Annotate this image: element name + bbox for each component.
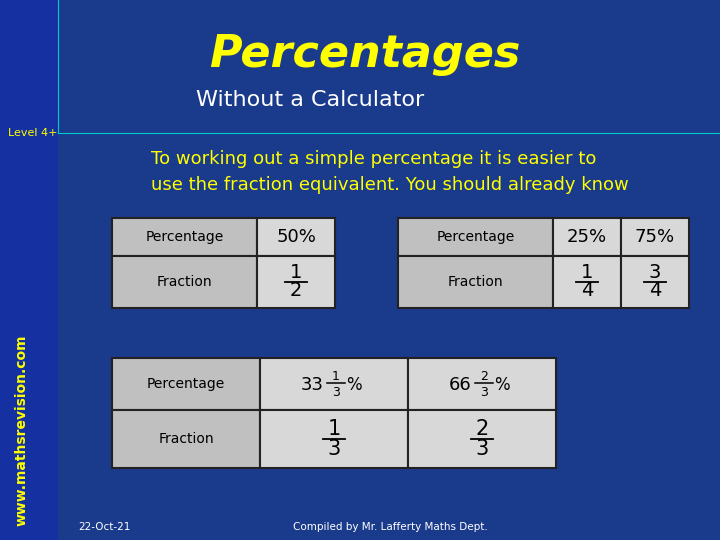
Bar bbox=[553, 218, 621, 256]
Text: 75%: 75% bbox=[635, 228, 675, 246]
Bar bbox=[621, 218, 689, 256]
Text: Compiled by Mr. Lafferty Maths Dept.: Compiled by Mr. Lafferty Maths Dept. bbox=[292, 522, 487, 532]
Text: Fraction: Fraction bbox=[157, 275, 212, 289]
Text: 4: 4 bbox=[649, 281, 661, 300]
Bar bbox=[621, 256, 689, 308]
Bar bbox=[408, 410, 556, 468]
Text: Percentage: Percentage bbox=[145, 230, 224, 244]
Text: Percentage: Percentage bbox=[147, 377, 225, 391]
Text: 1: 1 bbox=[290, 264, 302, 282]
Text: Without a Calculator: Without a Calculator bbox=[196, 90, 424, 110]
Text: 1: 1 bbox=[332, 369, 340, 382]
Bar bbox=[553, 256, 621, 308]
Text: To working out a simple percentage it is easier to
use the fraction equivalent. : To working out a simple percentage it is… bbox=[151, 151, 629, 193]
Bar bbox=[260, 410, 408, 468]
Text: 66: 66 bbox=[449, 376, 472, 394]
Bar bbox=[257, 256, 335, 308]
Text: 33: 33 bbox=[300, 376, 323, 394]
Text: 3: 3 bbox=[480, 386, 488, 399]
Text: %: % bbox=[346, 376, 362, 394]
Text: Level 4+: Level 4+ bbox=[8, 128, 58, 138]
Bar bbox=[112, 358, 260, 410]
Text: www.mathsrevision.com: www.mathsrevision.com bbox=[15, 334, 29, 526]
Text: 4: 4 bbox=[581, 281, 593, 300]
Text: 25%: 25% bbox=[567, 228, 607, 246]
Bar bbox=[112, 410, 260, 468]
Text: 3: 3 bbox=[475, 439, 489, 459]
Bar bbox=[398, 218, 553, 256]
Text: 3: 3 bbox=[332, 386, 340, 399]
Text: 3: 3 bbox=[328, 439, 341, 459]
Bar bbox=[0, 0, 58, 540]
Text: 50%: 50% bbox=[276, 228, 316, 246]
Text: Percentages: Percentages bbox=[210, 33, 521, 77]
Text: 1: 1 bbox=[328, 419, 341, 439]
Text: 1: 1 bbox=[581, 264, 593, 282]
Text: 2: 2 bbox=[290, 281, 302, 300]
Text: %: % bbox=[494, 376, 510, 394]
Bar bbox=[257, 218, 335, 256]
Text: 2: 2 bbox=[475, 419, 489, 439]
Bar bbox=[398, 256, 553, 308]
Text: 22-Oct-21: 22-Oct-21 bbox=[78, 522, 130, 532]
Text: 3: 3 bbox=[649, 264, 661, 282]
Bar bbox=[408, 358, 556, 410]
Text: Fraction: Fraction bbox=[158, 432, 214, 446]
Bar bbox=[112, 218, 257, 256]
Text: Fraction: Fraction bbox=[448, 275, 503, 289]
Bar bbox=[112, 256, 257, 308]
Bar bbox=[260, 358, 408, 410]
Text: 2: 2 bbox=[480, 369, 488, 382]
Text: Percentage: Percentage bbox=[436, 230, 515, 244]
